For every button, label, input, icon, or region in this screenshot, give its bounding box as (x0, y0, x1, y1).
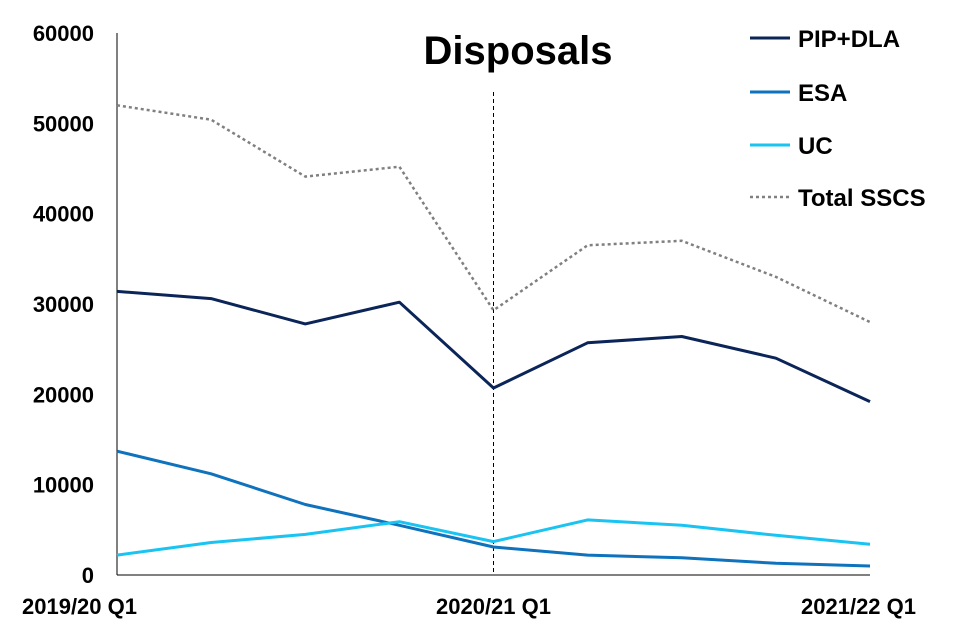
legend-label: ESA (798, 80, 847, 107)
legend-label: UC (798, 133, 833, 160)
y-tick-label: 20000 (33, 382, 94, 407)
series-line-esa (116, 449, 871, 568)
chart-title: Disposals (424, 29, 613, 73)
y-tick-label: 10000 (33, 473, 94, 498)
y-tick-label: 0 (82, 563, 94, 588)
legend-label: Total SSCS (798, 185, 926, 212)
series-line-uc (116, 518, 871, 557)
x-tick-label: 2021/22 Q1 (801, 594, 916, 619)
y-tick-label: 50000 (33, 111, 94, 136)
y-tick-label: 60000 (33, 21, 94, 46)
y-tick-label: 30000 (33, 292, 94, 317)
legend-label: PIP+DLA (798, 26, 900, 53)
series-line-pip-dla (116, 289, 871, 403)
x-tick-label: 2019/20 Q1 (22, 594, 137, 619)
y-tick-label: 40000 (33, 202, 94, 227)
x-tick-label: 2020/21 Q1 (436, 594, 551, 619)
